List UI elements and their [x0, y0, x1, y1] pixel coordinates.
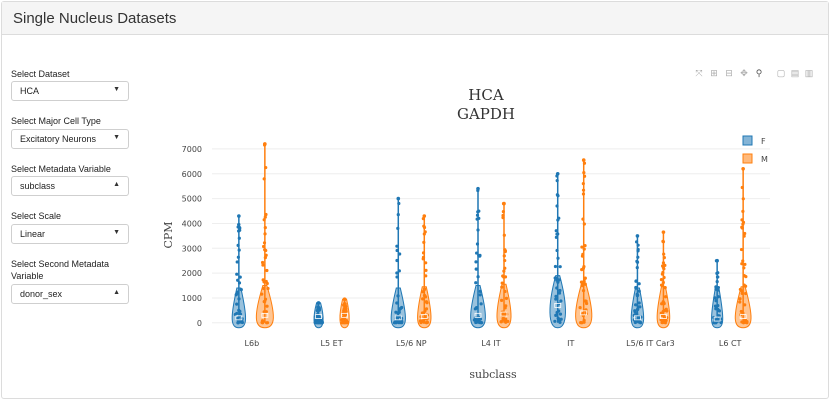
caret-up-icon: ▲: [113, 181, 120, 188]
autoscale-icon[interactable]: ⤧: [695, 68, 703, 78]
cell-type-select[interactable]: Excitatory Neurons ▼: [11, 129, 129, 149]
second-metadata-select[interactable]: donor_sex ▲: [11, 284, 129, 304]
pan-icon[interactable]: ✥: [740, 68, 748, 78]
caret-up-icon: ▲: [113, 289, 120, 296]
panel-title: Single Nucleus Datasets: [13, 10, 177, 27]
caret-down-icon: ▼: [113, 86, 120, 93]
dataset-label: Select Dataset: [11, 69, 70, 79]
zoom-out-icon[interactable]: ⊟: [725, 68, 733, 78]
download-svg-icon[interactable]: ▥: [804, 68, 814, 78]
box-select-icon[interactable]: ▢: [776, 68, 786, 78]
cell-type-select-value: Excitatory Neurons: [20, 134, 97, 144]
metadata-select[interactable]: subclass ▲: [11, 176, 129, 196]
scale-select-value: Linear: [20, 229, 46, 239]
dataset-select[interactable]: HCA ▼: [11, 81, 129, 101]
caret-down-icon: ▼: [113, 134, 120, 141]
caret-down-icon: ▼: [113, 229, 120, 236]
dataset-select-value: HCA: [20, 86, 40, 96]
scale-select[interactable]: Linear ▼: [11, 224, 129, 244]
download-png-icon[interactable]: ▤: [790, 68, 800, 78]
metadata-select-value: subclass: [20, 181, 56, 191]
zoom-icon[interactable]: ⚲: [755, 68, 763, 78]
panel-header: Single Nucleus Datasets: [2, 2, 828, 35]
second-metadata-select-value: donor_sex: [20, 289, 63, 299]
cell-type-label: Select Major Cell Type: [11, 116, 101, 126]
metadata-label: Select Metadata Variable: [11, 164, 111, 174]
second-metadata-label: Select Second Metadata Variable: [11, 259, 110, 281]
zoom-in-icon[interactable]: ⊞: [710, 68, 718, 78]
scale-label: Select Scale: [11, 211, 62, 221]
